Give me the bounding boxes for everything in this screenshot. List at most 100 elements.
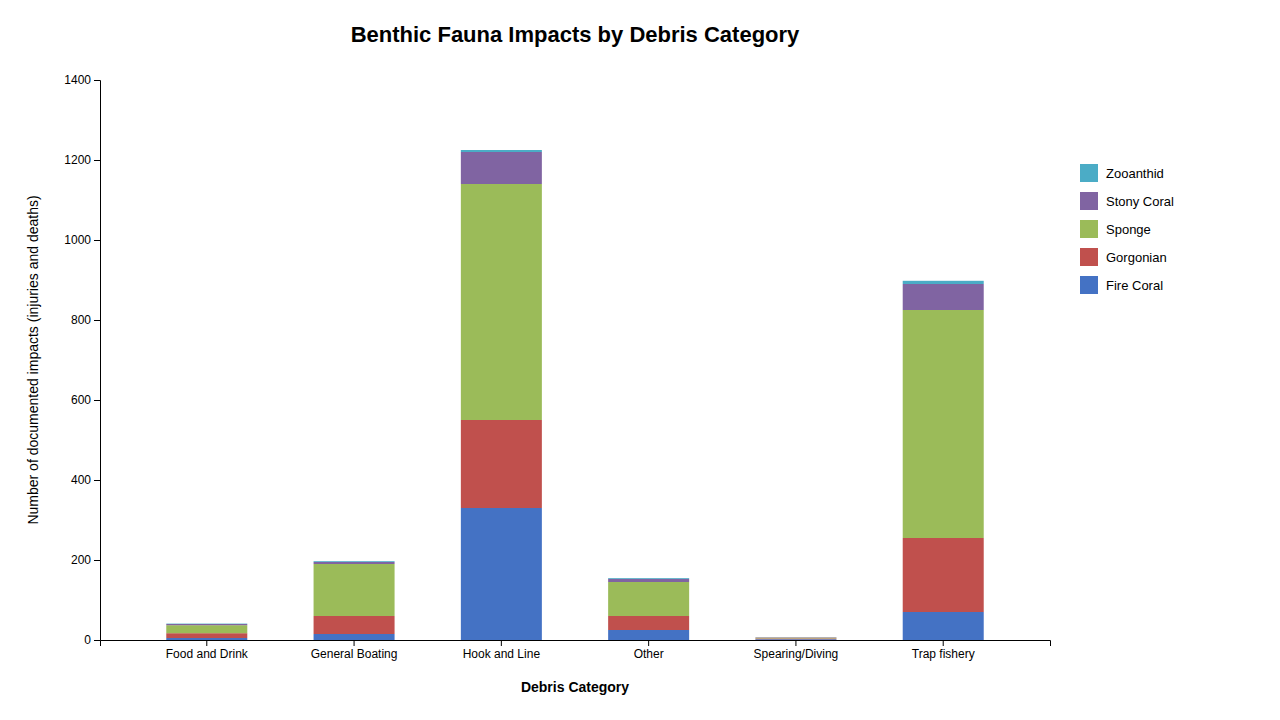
bar (461, 184, 542, 420)
legend-item: Gorgonian (1080, 248, 1167, 266)
y-tick: 1400 (64, 73, 100, 87)
bar (903, 284, 984, 310)
bar (903, 538, 984, 612)
y-tick-mark (94, 400, 100, 401)
bar (166, 625, 247, 633)
y-tick-label: 400 (71, 473, 91, 487)
bar (166, 633, 247, 638)
axis: 0200400600800100012001400 (64, 73, 100, 647)
bar-series (166, 508, 983, 640)
y-tick-mark (94, 640, 100, 641)
y-tick: 800 (71, 313, 100, 327)
bar (314, 564, 395, 616)
x-tick-label: Spearing/Diving (754, 647, 839, 661)
x-tick: General Boating (311, 640, 398, 661)
y-tick-label: 1400 (64, 73, 91, 87)
legend-item: Sponge (1080, 220, 1151, 238)
x-tick-label: Food and Drink (166, 647, 249, 661)
legend-label: Sponge (1106, 222, 1151, 237)
x-tick: Food and Drink (166, 640, 249, 661)
legend-item: Fire Coral (1080, 276, 1163, 294)
y-tick: 1000 (64, 233, 100, 247)
bar (461, 508, 542, 640)
legend-swatch (1080, 248, 1098, 266)
bar (608, 630, 689, 640)
bar (314, 634, 395, 640)
legend-swatch (1080, 220, 1098, 238)
bar (755, 637, 836, 639)
legend-item: Stony Coral (1080, 192, 1174, 210)
x-tick-mark (501, 640, 502, 646)
x-tick: Other (634, 640, 664, 661)
y-tick-label: 200 (71, 553, 91, 567)
x-tick: Hook and Line (463, 640, 541, 661)
bar (461, 152, 542, 184)
y-tick: 600 (71, 393, 100, 407)
axis-domain (94, 81, 101, 641)
x-tick-mark (206, 640, 207, 646)
x-tick: Spearing/Diving (754, 640, 839, 661)
y-tick-mark (94, 80, 100, 81)
y-tick-mark (94, 240, 100, 241)
x-tick-label: Trap fishery (912, 647, 975, 661)
bar (314, 616, 395, 634)
y-tick-label: 1000 (64, 233, 91, 247)
bar (608, 578, 689, 580)
bar (166, 638, 247, 640)
y-tick-mark (94, 560, 100, 561)
bar-series (166, 152, 983, 638)
legend-swatch (1080, 276, 1098, 294)
x-tick-label: Other (634, 647, 664, 661)
legend-label: Zooanthid (1106, 166, 1164, 181)
bar (903, 310, 984, 538)
chart-svg: Food and Drink General Boating Hook and Li… (0, 0, 1280, 720)
bar (461, 150, 542, 152)
y-tick: 400 (71, 473, 100, 487)
x-axis-title: Debris Category (521, 679, 629, 695)
x-tick: Trap fishery (912, 640, 975, 661)
x-tick-mark (795, 640, 796, 646)
bar (608, 616, 689, 630)
bar (461, 420, 542, 508)
axis-domain (101, 641, 1051, 647)
bars (166, 150, 983, 640)
y-tick-label: 0 (84, 633, 91, 647)
y-tick-mark (94, 320, 100, 321)
chart-container: Food and Drink General Boating Hook and Li… (0, 0, 1280, 720)
bar (755, 638, 836, 640)
legend-swatch (1080, 192, 1098, 210)
bar (903, 281, 984, 284)
y-tick: 200 (71, 553, 100, 567)
axis: Food and Drink General Boating Hook and Li… (101, 640, 1051, 661)
bar (903, 612, 984, 640)
bar (166, 624, 247, 625)
x-tick-mark (648, 640, 649, 646)
x-tick-mark (943, 640, 944, 646)
legend-swatch (1080, 164, 1098, 182)
y-tick: 0 (84, 633, 100, 647)
bar-series (166, 420, 983, 639)
legend-label: Fire Coral (1106, 278, 1163, 293)
y-axis-title: Number of documented impacts (injuries a… (25, 195, 41, 524)
bar (608, 579, 689, 582)
x-tick-label: General Boating (311, 647, 398, 661)
y-tick-mark (94, 480, 100, 481)
bar (755, 639, 836, 640)
bar (608, 582, 689, 616)
y-tick-label: 800 (71, 313, 91, 327)
x-tick-mark (354, 640, 355, 646)
x-tick-label: Hook and Line (463, 647, 541, 661)
legend-label: Stony Coral (1106, 194, 1174, 209)
bar (314, 561, 395, 563)
bar-series (166, 184, 983, 638)
bar (166, 623, 247, 624)
bar (755, 637, 836, 638)
plot-area: Food and Drink General Boating Hook and Li… (64, 73, 1050, 660)
bar-series (166, 150, 983, 624)
y-tick-label: 600 (71, 393, 91, 407)
legend-item: Zooanthid (1080, 164, 1164, 182)
legend-label: Gorgonian (1106, 250, 1167, 265)
legend: Zooanthid Stony Coral Sponge Gorgonian Fire … (1080, 164, 1174, 294)
title: Benthic Fauna Impacts by Debris Category (351, 22, 800, 47)
bar (755, 637, 836, 638)
